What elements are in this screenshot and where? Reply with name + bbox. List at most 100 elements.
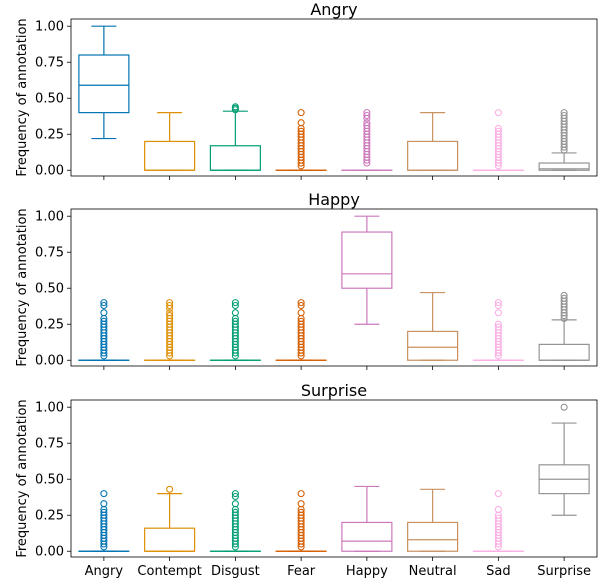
y-tick-label: 0.50 (35, 282, 64, 297)
subplot-happy: Happy Frequency of annotation 0.000.250.… (15, 190, 598, 370)
box-fear (275, 109, 327, 171)
panel-title: Angry (310, 0, 357, 19)
box-iqr (341, 521, 393, 552)
box-contempt (144, 485, 196, 552)
box-iqr (209, 145, 261, 171)
outlier-point (231, 103, 239, 111)
box-disgust (209, 299, 261, 361)
x-tick-label: Fear (287, 564, 316, 579)
x-tick-label: Surprise (537, 564, 591, 579)
outlier-point (166, 301, 174, 310)
y-tick-label: 0.75 (35, 56, 64, 71)
subplot-surprise: Surprise Frequency of annotation 0.00 0.2… (15, 381, 598, 561)
box-disgust (209, 490, 261, 552)
box-sad (472, 490, 524, 552)
y-axis-label: Frequency of annotation (15, 18, 30, 176)
outlier-point (297, 309, 305, 317)
x-tick-label: Disgust (211, 564, 260, 579)
y-tick-label: 0.25 (35, 128, 64, 143)
box-neutral (407, 112, 459, 171)
outlier-point (231, 317, 239, 325)
outlier-point (494, 505, 502, 514)
box-iqr (407, 140, 459, 171)
outlier-point (494, 514, 502, 522)
box-surprise (538, 291, 590, 361)
outlier-point (560, 111, 568, 120)
x-tick-label: Happy (346, 564, 388, 579)
outlier-point (494, 127, 502, 135)
y-tick-label: 0.00 (35, 545, 64, 560)
outlier-point (494, 320, 502, 328)
plot-marks: 0.00 0.25 0.50 0.75 1.00 (35, 208, 598, 370)
plot-marks: 0.00 0.25 0.50 0.75 1.00 (35, 399, 598, 561)
box-angry (78, 490, 130, 552)
y-axis-label: Frequency of annotation (15, 399, 30, 557)
box-angry (78, 299, 130, 361)
outlier-point (560, 294, 568, 302)
subplot-angry: Angry Frequency of annotation 0.000.250.… (15, 0, 598, 180)
outlier-point (231, 508, 239, 516)
box-iqr (407, 330, 459, 361)
box-iqr (538, 343, 590, 361)
outlier-point (100, 508, 108, 516)
box-iqr (144, 140, 196, 171)
axes-frame (70, 399, 598, 558)
outlier-point (494, 299, 502, 307)
outlier-point (560, 291, 568, 299)
x-tick-label: Sad (486, 564, 510, 579)
outlier-point (231, 299, 239, 307)
box-surprise (538, 403, 590, 516)
box-iqr (538, 162, 590, 171)
y-tick-label: 1.00 (35, 401, 64, 416)
outlier-point (297, 317, 305, 325)
outlier-point (363, 122, 371, 130)
x-tick-labels: Angry Contempt Disgust Fear Happy Neutral Sad S… (85, 564, 591, 579)
y-axis-label: Frequency of annotation (15, 208, 30, 366)
outlier-point (100, 299, 108, 307)
y-tick-label: 0.50 (35, 92, 64, 107)
outlier-point (297, 127, 305, 135)
panel-title: Happy (308, 190, 360, 209)
y-tick-label: 0.25 (35, 509, 64, 524)
outlier-point (100, 301, 108, 310)
x-tick-label: Contempt (137, 564, 201, 579)
outlier-point (231, 490, 239, 498)
outlier-point (231, 309, 239, 317)
outlier-point (297, 490, 305, 498)
outlier-point (297, 299, 305, 307)
outlier-point (560, 109, 568, 117)
box-angry (78, 25, 130, 140)
outlier-point (100, 309, 108, 317)
box-iqr (341, 231, 393, 289)
box-fear (275, 490, 327, 552)
box-neutral (407, 291, 459, 361)
outlier-point (297, 109, 305, 117)
box-happy (341, 485, 393, 552)
y-tick-label: 0.50 (35, 473, 64, 488)
panel-title: Surprise (301, 381, 367, 400)
y-tick-label: 1.00 (35, 20, 64, 35)
y-tick-label: 1.00 (35, 210, 64, 225)
outlier-point (494, 309, 502, 317)
y-tick-label: 0.75 (35, 246, 64, 261)
axes-frame (70, 18, 598, 177)
box-neutral (407, 488, 459, 552)
y-tick-label: 0.25 (35, 318, 64, 333)
outlier-point (560, 403, 568, 411)
outlier-point (166, 299, 174, 307)
box-surprise (538, 109, 590, 171)
outlier-point (363, 109, 371, 117)
box-iqr (407, 521, 459, 552)
outlier-point (494, 301, 502, 310)
x-tick-label: Neutral (409, 564, 457, 579)
box-iqr (144, 527, 196, 552)
outlier-point (100, 490, 108, 498)
outlier-point (363, 119, 371, 127)
outlier-point (166, 312, 174, 320)
y-tick-label: 0.00 (35, 354, 64, 369)
box-fear (275, 299, 327, 361)
box-happy (341, 215, 393, 325)
box-disgust (209, 103, 261, 171)
outlier-point (494, 109, 502, 117)
